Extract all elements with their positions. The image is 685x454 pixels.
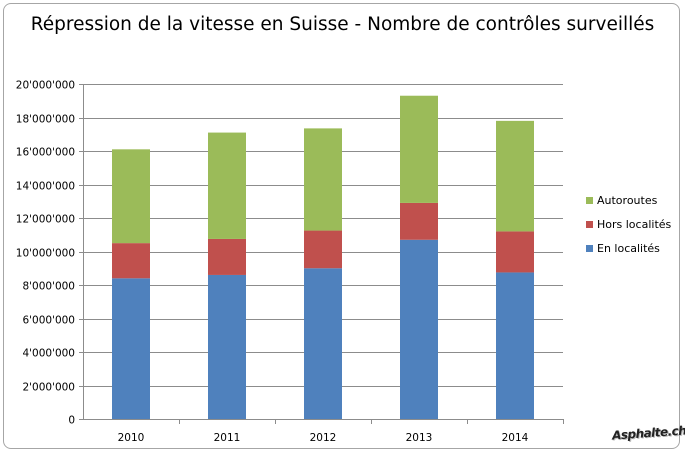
y-tick-label: 8'000'000 (22, 281, 75, 293)
bar-segment (112, 149, 150, 244)
y-tick-label: 10'000'000 (16, 248, 75, 260)
bar-segment (112, 278, 150, 419)
y-tick-label: 2'000'000 (22, 382, 75, 394)
legend-swatch (586, 221, 593, 228)
x-tick-label: 2011 (214, 432, 241, 444)
bar-segment (208, 274, 246, 419)
x-tick-label: 2012 (310, 432, 337, 444)
x-tick-label: 2010 (118, 432, 145, 444)
y-tick-label: 4'000'000 (22, 348, 75, 360)
bar-segment (208, 132, 246, 239)
chart-title: Répression de la vitesse en Suisse - Nom… (30, 14, 655, 35)
bar-segment (496, 231, 534, 273)
y-tick-label: 20'000'000 (16, 80, 75, 92)
y-tick-label: 12'000'000 (16, 214, 75, 226)
x-tick-label: 2014 (502, 432, 529, 444)
bar-segment (496, 272, 534, 419)
legend-label: En localités (597, 242, 660, 255)
bar-segment (400, 95, 438, 203)
y-tick-label: 18'000'000 (16, 114, 75, 126)
y-tick-label: 14'000'000 (16, 181, 75, 193)
legend-swatch (586, 245, 593, 252)
bar-segment (400, 202, 438, 240)
legend-swatch (586, 197, 593, 204)
bar-segment (400, 239, 438, 419)
bar-segment (304, 268, 342, 419)
x-tick-label: 2013 (406, 432, 433, 444)
bar-segment (304, 230, 342, 269)
y-tick-label: 6'000'000 (22, 315, 75, 327)
bar-segment (112, 243, 150, 279)
bar-segment (304, 128, 342, 231)
legend-label: Hors localités (597, 218, 672, 231)
bar-segment (496, 120, 534, 232)
y-tick-label: 0 (68, 415, 75, 427)
legend-label: Autoroutes (597, 194, 658, 207)
y-tick-label: 16'000'000 (16, 147, 75, 159)
bar-segment (208, 238, 246, 275)
